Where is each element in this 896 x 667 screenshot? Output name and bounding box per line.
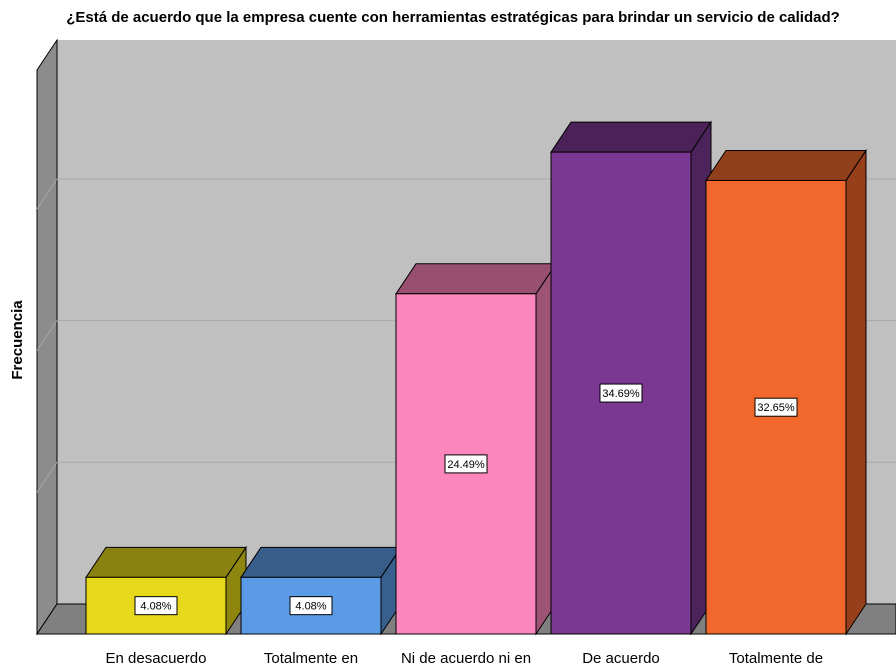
bar-top bbox=[705, 149, 867, 181]
chart-title: ¿Está de acuerdo que la empresa cuente c… bbox=[66, 9, 840, 26]
data-label-box bbox=[289, 596, 333, 616]
x-tick-label: En desacuerdo bbox=[106, 650, 207, 667]
x-tick-label: Ni de acuerdo ni en bbox=[401, 650, 531, 667]
grid-line bbox=[36, 320, 58, 351]
bar-top bbox=[85, 546, 247, 578]
data-label-box bbox=[754, 397, 798, 417]
data-label-box bbox=[444, 454, 488, 474]
grid-line bbox=[36, 178, 58, 210]
bar-side bbox=[845, 148, 867, 636]
bar-top bbox=[240, 546, 402, 578]
y-axis-label: Frecuencia bbox=[9, 300, 26, 380]
data-label-box bbox=[134, 596, 178, 616]
data-label-box bbox=[599, 383, 643, 403]
bar-top bbox=[550, 121, 712, 153]
bar-top bbox=[395, 263, 557, 295]
grid-line bbox=[36, 462, 58, 493]
side-wall bbox=[36, 38, 58, 636]
data-label: 24.49% bbox=[447, 459, 485, 471]
data-label: 34.69% bbox=[602, 388, 640, 400]
x-tick-label: Totalmente en bbox=[264, 650, 358, 667]
x-tick-label: Totalmente de bbox=[729, 650, 823, 667]
data-label: 4.08% bbox=[140, 601, 171, 613]
x-tick-label: De acuerdo bbox=[582, 650, 660, 667]
data-label: 32.65% bbox=[757, 402, 795, 414]
data-label: 4.08% bbox=[295, 601, 326, 613]
